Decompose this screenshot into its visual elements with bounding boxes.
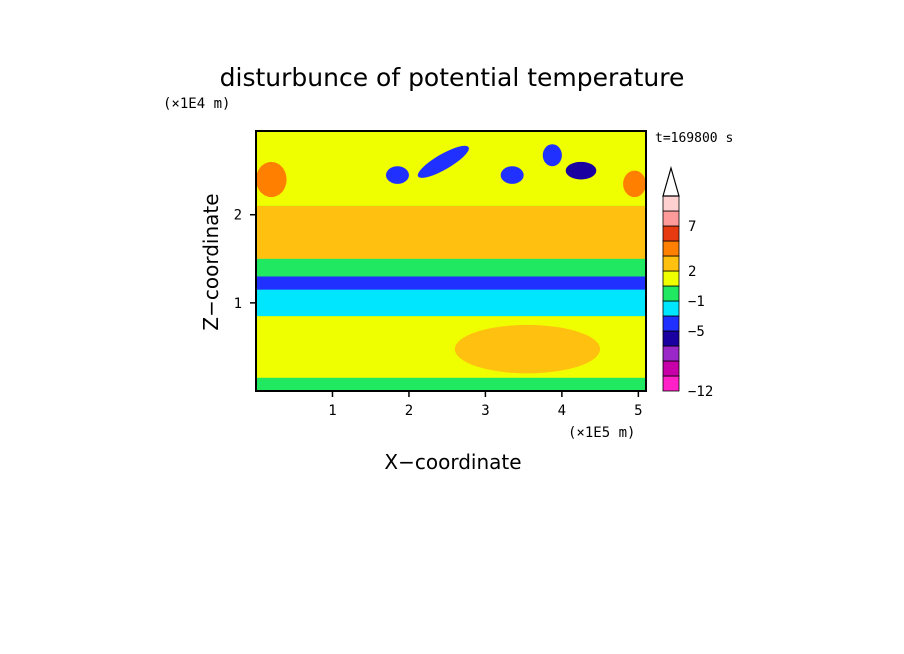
colorbar-swatch xyxy=(662,285,680,302)
colorbar-swatch xyxy=(662,360,680,377)
colorbar-label: 2 xyxy=(688,264,696,280)
x-scale-label: (×1E5 m) xyxy=(568,425,635,441)
contour-feature-5 xyxy=(256,161,287,198)
colorbar-swatch xyxy=(662,300,680,317)
contour-band-5 xyxy=(256,205,646,259)
colorbar-extend-arrow xyxy=(662,165,680,197)
plot-area xyxy=(256,131,646,391)
x-axis-label: X−coordinate xyxy=(384,450,521,474)
time-label: t=169800 s xyxy=(655,131,733,146)
colorbar-swatch xyxy=(662,270,680,287)
colorbar: −12−5−127 xyxy=(662,165,713,400)
plot-frame xyxy=(255,130,647,392)
x-tick-label: 4 xyxy=(558,403,566,419)
colorbar-swatch xyxy=(662,240,680,257)
colorbar-swatch xyxy=(662,195,680,212)
y-tick-label: 1 xyxy=(234,296,242,312)
colorbar-swatch xyxy=(662,255,680,272)
contour-band-0 xyxy=(256,377,646,391)
contour-feature-2 xyxy=(500,166,524,184)
colorbar-label: 7 xyxy=(688,219,696,235)
contour-feature-4 xyxy=(565,161,597,180)
colorbar-label: −12 xyxy=(688,384,713,400)
colorbar-swatch xyxy=(662,225,680,242)
x-tick-label: 2 xyxy=(405,403,413,419)
x-axis: 1 2 3 4 5 xyxy=(328,391,643,419)
colorbar-label: −5 xyxy=(688,324,705,340)
y-axis-label: Z−coordinate xyxy=(199,193,223,330)
colorbar-swatch xyxy=(662,330,680,347)
contour-feature-7 xyxy=(454,324,601,374)
x-tick-label: 1 xyxy=(328,403,336,419)
contour-band-2 xyxy=(256,285,646,317)
colorbar-swatch xyxy=(662,210,680,227)
y-tick-label: 2 xyxy=(234,208,242,224)
contour-band-3 xyxy=(256,276,646,290)
y-axis: 12 xyxy=(234,208,256,312)
contour-feature-3 xyxy=(542,144,562,167)
colorbar-swatch xyxy=(662,375,680,392)
chart-title: disturbunce of potential temperature xyxy=(220,63,685,92)
contour-band-4 xyxy=(256,258,646,277)
y-scale-label: (×1E4 m) xyxy=(163,96,230,112)
contour-feature-6 xyxy=(623,170,646,198)
contour-feature-0 xyxy=(417,145,469,178)
contour-feature-1 xyxy=(386,166,409,184)
colorbar-swatch xyxy=(662,345,680,362)
colorbar-label: −1 xyxy=(688,294,705,310)
x-tick-label: 3 xyxy=(481,403,489,419)
x-tick-label: 5 xyxy=(634,403,642,419)
colorbar-swatch xyxy=(662,315,680,332)
